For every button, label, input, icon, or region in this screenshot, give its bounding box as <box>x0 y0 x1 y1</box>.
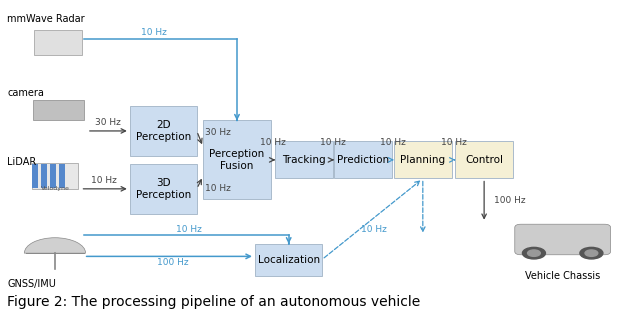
Text: 10 Hz: 10 Hz <box>141 28 167 37</box>
Text: 3D
Perception: 3D Perception <box>136 178 191 200</box>
FancyBboxPatch shape <box>32 163 78 189</box>
Text: Prediction: Prediction <box>337 155 389 165</box>
Text: 10 Hz: 10 Hz <box>260 138 285 147</box>
Text: Tracking: Tracking <box>282 155 326 165</box>
Text: LiDAR: LiDAR <box>7 157 36 167</box>
Text: 100 Hz: 100 Hz <box>493 196 525 205</box>
FancyBboxPatch shape <box>394 141 452 178</box>
FancyBboxPatch shape <box>130 164 197 214</box>
Text: Vehicle Chassis: Vehicle Chassis <box>525 271 600 281</box>
Text: 100 Hz: 100 Hz <box>157 258 189 267</box>
Text: Figure 2: The processing pipeline of an autonomous vehicle: Figure 2: The processing pipeline of an … <box>7 296 420 309</box>
Text: Localization: Localization <box>258 255 320 265</box>
FancyBboxPatch shape <box>255 244 322 276</box>
FancyBboxPatch shape <box>456 141 513 178</box>
Text: 10 Hz: 10 Hz <box>321 138 346 147</box>
Text: Control: Control <box>465 155 503 165</box>
Circle shape <box>585 250 598 256</box>
Circle shape <box>580 247 603 259</box>
Text: 30 Hz: 30 Hz <box>205 128 231 137</box>
FancyBboxPatch shape <box>34 30 82 55</box>
FancyBboxPatch shape <box>41 164 47 188</box>
FancyBboxPatch shape <box>204 120 271 199</box>
Text: Perception
Fusion: Perception Fusion <box>209 149 264 171</box>
FancyBboxPatch shape <box>515 224 611 255</box>
Circle shape <box>522 247 545 259</box>
Text: Planning: Planning <box>400 155 445 165</box>
Text: 10 Hz: 10 Hz <box>205 184 231 193</box>
Text: GNSS/IMU: GNSS/IMU <box>7 279 56 289</box>
Circle shape <box>527 250 540 256</box>
Text: 10 Hz: 10 Hz <box>440 138 467 147</box>
Wedge shape <box>24 238 86 253</box>
FancyBboxPatch shape <box>130 106 197 156</box>
Text: 10 Hz: 10 Hz <box>362 224 387 234</box>
FancyBboxPatch shape <box>275 141 333 178</box>
Text: 10 Hz: 10 Hz <box>380 138 406 147</box>
Text: 10 Hz: 10 Hz <box>92 176 117 185</box>
Text: Velodyne: Velodyne <box>40 186 69 192</box>
FancyBboxPatch shape <box>59 164 65 188</box>
Text: 2D
Perception: 2D Perception <box>136 120 191 142</box>
FancyBboxPatch shape <box>33 99 84 120</box>
Text: camera: camera <box>7 88 44 98</box>
FancyBboxPatch shape <box>334 141 392 178</box>
Text: 10 Hz: 10 Hz <box>176 225 202 234</box>
Text: mmWave Radar: mmWave Radar <box>7 14 84 24</box>
Text: 30 Hz: 30 Hz <box>95 119 121 127</box>
FancyBboxPatch shape <box>50 164 56 188</box>
FancyBboxPatch shape <box>32 164 38 188</box>
